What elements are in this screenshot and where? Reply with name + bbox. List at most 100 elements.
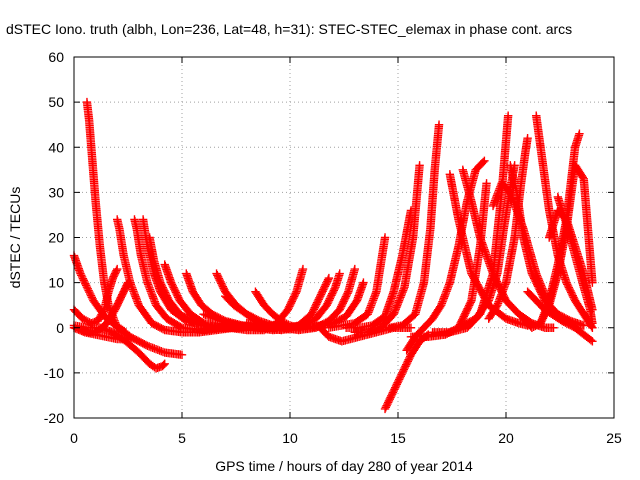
data-point [177,350,187,360]
data-point [533,282,543,291]
data-series [523,287,597,346]
data-point [536,286,545,296]
data-point [160,359,169,369]
x-tick-label: 10 [282,430,298,446]
data-series [277,264,359,335]
x-tick-label: 0 [70,430,78,446]
y-tick-label: 20 [48,230,64,246]
data-point [586,335,596,345]
data-point [536,288,546,297]
data-point [436,302,445,311]
data-point [532,278,541,288]
y-tick-label: -20 [44,410,64,426]
data-series [545,206,597,314]
data-point [99,307,108,316]
data-point [159,360,168,370]
data-point [351,297,361,307]
data-point [380,233,390,242]
data-point [406,323,416,332]
data-series [303,278,368,332]
x-tick-label: 25 [606,430,622,446]
data-point [461,307,471,317]
data-point [579,321,588,330]
x-tick-label: 15 [390,430,406,446]
y-tick-label: 50 [48,94,64,110]
data-point [538,291,547,301]
data-point [176,322,185,332]
data-point [483,297,492,307]
data-series [454,161,519,332]
x-tick-label: 5 [178,430,186,446]
data-point [535,285,544,294]
data-series [380,330,433,414]
data-point [492,302,501,311]
x-tick-label: 20 [498,430,514,446]
data-point [531,277,540,286]
y-tick-label: 30 [48,184,64,200]
data-point [415,161,424,170]
data-series [324,233,390,332]
data-point [588,278,597,287]
data-point [529,272,538,281]
data-point [324,273,334,283]
data-point [335,269,344,278]
y-axis-label: dSTEC / TECUs [7,187,23,289]
data-point [434,120,444,129]
data-point [537,290,547,299]
data-point [588,305,597,314]
data-point [588,337,597,346]
data-point [463,304,472,313]
data-point [534,283,543,293]
data-point [141,340,151,350]
data-point [460,310,469,320]
data-point [482,179,491,188]
data-point [503,111,513,120]
data-series [385,120,444,332]
data-series [341,206,416,332]
data-point [464,302,473,312]
y-tick-label: -10 [44,365,64,381]
data-points [69,97,597,414]
data-point [528,270,537,280]
data-point [459,312,469,321]
data-point [350,264,359,274]
data-series [82,97,187,360]
data-point [253,315,263,325]
y-tick-label: 0 [56,320,64,336]
y-tick-label: 10 [48,275,64,291]
data-point [298,264,308,274]
data-series [69,264,122,328]
data-point [465,299,475,309]
data-point [523,134,532,143]
y-tick-label: 60 [48,49,64,65]
data-series [484,134,532,323]
data-point [530,274,539,283]
data-point [578,173,587,182]
data-point [478,157,488,167]
y-tick-label: 40 [48,139,64,155]
data-point [533,280,542,289]
data-point [461,309,470,318]
axis-ticks: 0 5 10 15 20 25 -20 -10 0 10 20 30 40 50 60 [44,49,622,446]
data-point [588,319,597,328]
data-point [575,129,584,138]
data-series [350,161,424,337]
data-series [506,161,588,330]
data-point [458,313,468,323]
data-point [527,269,537,278]
data-point [480,156,489,165]
data-point [113,264,122,274]
data-point [158,324,168,334]
data-point [462,306,472,315]
data-point [197,318,207,327]
x-axis-label: GPS time / hours of day 280 of year 2014 [215,458,473,474]
chart-title: dSTEC Iono. truth (albh, Lon=236, Lat=48… [6,21,572,37]
data-point [549,323,558,332]
data-point [530,275,540,285]
data-point [539,293,548,302]
data-point [112,266,121,275]
data-point [359,278,368,287]
data-point [466,298,475,307]
data-point [464,301,474,310]
